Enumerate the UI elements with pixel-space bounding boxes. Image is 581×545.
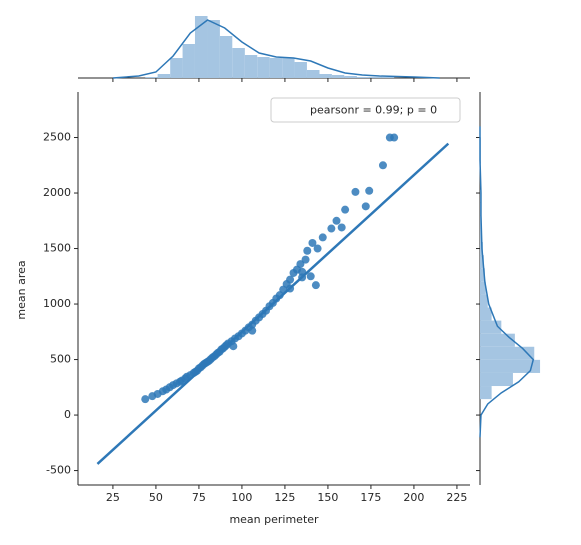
point [311,281,320,290]
histogram-bar [170,58,183,78]
y-tick-label: -500 [46,464,71,477]
histogram-bar [207,20,220,78]
histogram-bar [157,74,171,78]
x-tick-label: 175 [360,491,381,504]
legend-box [270,97,461,123]
point [351,187,360,196]
histogram-bar [194,16,208,78]
point [327,224,336,233]
point [332,216,341,225]
histogram-bar [219,36,233,78]
histogram-bar [344,76,357,78]
point [341,205,350,214]
y-tick-label: 1500 [43,242,71,255]
point [248,326,257,335]
histogram-bar [480,281,486,295]
histogram-bar [369,77,382,78]
histogram-bar [145,77,158,78]
point [308,238,317,247]
histogram-bar [182,44,195,78]
point [378,161,387,170]
point [298,273,307,282]
histogram-bar [381,77,395,78]
x-tick-label: 75 [192,491,206,504]
annotation: pearsonr = 0.99; p = 0 [310,104,437,117]
histogram-bar [480,294,488,308]
histogram-bar [480,372,513,387]
histogram-bar [480,255,484,269]
point [318,233,327,242]
x-tick-label: 225 [446,491,467,504]
histogram-bar [480,346,535,360]
point [337,223,346,232]
x-tick-label: 125 [274,491,295,504]
x-tick-label: 50 [149,491,163,504]
y-tick-label: 2500 [43,131,71,144]
histogram-bar [294,62,307,78]
histogram-bar [480,307,492,321]
histogram-bar [480,268,485,282]
histogram-bar [269,58,283,78]
x-tick-label: 150 [317,491,338,504]
point [286,275,295,284]
histogram-bar [356,77,370,78]
kde-line [112,19,440,79]
point [298,267,307,276]
x-tick-label: 100 [231,491,252,504]
y-axis-label: mean area [15,260,28,319]
histogram-bar [244,55,258,78]
point [365,186,374,195]
point [361,202,370,211]
histogram-bar [480,386,492,400]
point [390,133,399,142]
histogram-bar [480,359,541,373]
histogram-bar [331,75,345,78]
y-tick-label: 500 [50,353,71,366]
x-tick-label: 25 [106,491,120,504]
point [229,342,238,351]
x-tick-label: 200 [403,491,424,504]
point [303,246,312,255]
histogram-bar [306,70,320,78]
histogram-bar [257,57,270,78]
histogram-bar [232,48,245,78]
point [141,395,150,404]
point [301,255,310,264]
histogram-bar [282,58,295,78]
y-tick-label: 0 [64,408,71,421]
histogram-bar [319,74,332,78]
y-tick-label: 1000 [43,297,71,310]
point [286,284,295,293]
x-axis-label: mean perimeter [229,513,319,526]
point [313,244,322,253]
point [306,272,315,281]
y-tick-label: 2000 [43,186,71,199]
kde-line [479,126,535,438]
histogram-bar [480,333,515,347]
